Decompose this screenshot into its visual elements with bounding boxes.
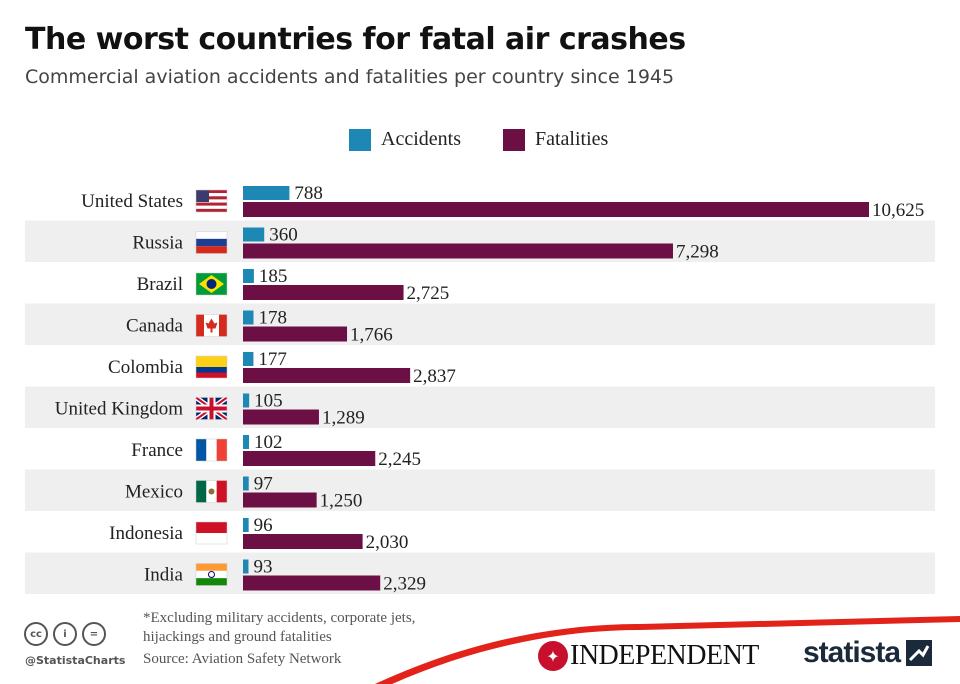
brazil-flag-icon [195,272,228,296]
fatalities-value-label: 2,245 [378,449,421,470]
uk-flag-icon [194,395,229,422]
statista-mark-icon [906,640,933,666]
legend-fatalities-label: Fatalities [535,128,609,150]
country-label: India [144,565,184,586]
france-flag-icon [195,438,228,462]
india-flag-icon [195,563,228,586]
country-label: Brazil [137,274,183,295]
accidents-bar [243,559,249,574]
fatalities-bar [243,285,404,300]
accidents-bar [243,310,254,325]
footnote: *Excluding military accidents, corporate… [143,610,416,645]
fatalities-value-label: 10,625 [872,200,924,221]
country-label: Colombia [108,357,184,378]
accidents-swatch [349,128,371,151]
fatalities-value-label: 7,298 [676,242,719,263]
fatalities-value-label: 2,329 [383,574,426,595]
fatalities-bar [243,243,673,259]
accidents-value-label: 102 [254,432,282,453]
country-label: Canada [126,316,184,337]
accidents-value-label: 185 [259,266,288,287]
colombia-flag-icon [195,355,228,379]
russia-flag-icon [195,231,228,254]
accidents-value-label: 105 [254,391,282,412]
attribution-icon: i [53,622,77,646]
accidents-bar [243,476,249,491]
accidents-value-label: 178 [258,308,287,329]
row-stripe [25,386,935,428]
accidents-bar [243,352,254,366]
independent-wordmark: INDEPENDENT [570,640,759,671]
fatalities-bar [243,202,869,217]
fatalities-value-label: 1,289 [322,408,365,429]
accidents-value-label: 788 [294,183,323,204]
chart-subtitle: Commercial aviation accidents and fatali… [25,66,675,88]
accidents-value-label: 360 [269,225,298,246]
fatalities-bar [243,451,376,466]
eagle-icon: ✦ [538,641,568,671]
accidents-bar [243,227,265,242]
accidents-value-label: 93 [253,557,272,578]
chart-title: The worst countries for fatal air crashe… [25,22,686,57]
accidents-bar [243,435,250,449]
fatalities-bar [243,492,317,508]
country-label: France [131,440,183,461]
fatalities-value-label: 1,250 [320,491,363,512]
statista-logo: statista [803,636,933,670]
fatalities-bar [243,534,363,549]
fatalities-value-label: 2,725 [407,283,450,304]
country-label: United Kingdom [55,399,183,420]
fatalities-bar [243,409,319,425]
accidents-bar [243,518,249,532]
country-label: Mexico [125,482,183,503]
fatalities-bar [243,326,348,342]
mexico-flag-icon [195,480,228,503]
statista-wordmark: statista [803,636,901,669]
accidents-value-label: 177 [258,349,287,370]
fatalities-value-label: 1,766 [350,325,393,346]
legend-item-accidents: Accidents [349,128,461,151]
no-derivatives-icon: = [82,622,106,646]
legend-item-fatalities: Fatalities [503,128,608,151]
us-flag-icon [195,189,228,213]
fatalities-value-label: 2,837 [413,366,456,387]
creative-commons-icon: cc [24,622,48,646]
canada-flag-icon [195,314,228,337]
country-label: United States [81,191,183,212]
row-stripe [25,469,935,511]
accidents-bar [243,269,254,283]
row-stripe [25,303,935,345]
fatalities-bar [243,368,411,383]
country-label: Russia [132,233,183,254]
accidents-value-label: 96 [254,515,273,536]
row-stripe [25,552,935,594]
fatalities-bar [243,575,381,591]
legend-accidents-label: Accidents [381,128,461,150]
independent-logo: ✦ INDEPENDENT [538,640,759,672]
statista-handle: @StatistaCharts [25,654,126,667]
accidents-bar [243,186,290,200]
accidents-value-label: 97 [254,474,273,495]
source-note: Source: Aviation Safety Network [143,651,342,667]
accidents-bar [243,393,250,408]
fatalities-value-label: 2,030 [366,532,409,553]
country-label: Indonesia [109,523,183,544]
license-icons: cc i = [24,622,106,646]
indonesia-flag-icon [195,521,228,545]
legend: Accidents Fatalities [0,128,960,154]
fatalities-swatch [503,128,525,151]
